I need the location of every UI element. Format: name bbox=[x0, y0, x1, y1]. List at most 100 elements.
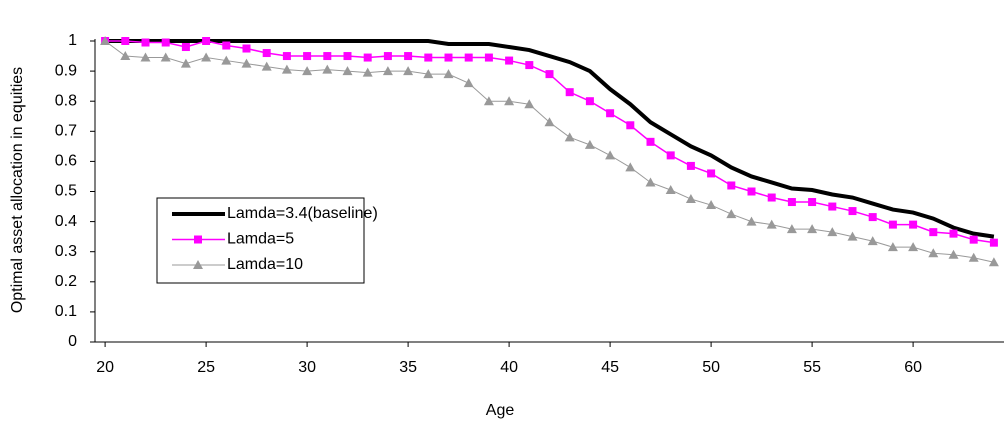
marker bbox=[988, 257, 999, 267]
marker bbox=[908, 242, 919, 252]
marker bbox=[928, 248, 939, 258]
x-tick-label: 55 bbox=[803, 359, 821, 376]
marker bbox=[767, 193, 776, 202]
marker bbox=[847, 231, 858, 241]
marker bbox=[181, 43, 190, 52]
marker bbox=[383, 52, 392, 61]
marker bbox=[645, 177, 656, 187]
marker bbox=[827, 227, 838, 237]
marker bbox=[403, 66, 414, 76]
marker bbox=[443, 69, 454, 79]
marker bbox=[140, 52, 151, 62]
marker bbox=[141, 38, 150, 47]
marker bbox=[504, 96, 515, 106]
marker bbox=[242, 44, 251, 53]
marker bbox=[222, 41, 231, 50]
marker bbox=[423, 69, 434, 79]
y-tick-label: 1 bbox=[68, 32, 77, 49]
marker bbox=[363, 53, 372, 62]
marker bbox=[867, 236, 878, 246]
legend-label: Lamda=5 bbox=[227, 231, 294, 248]
marker bbox=[505, 56, 514, 65]
marker bbox=[484, 53, 493, 62]
marker bbox=[969, 235, 978, 244]
marker bbox=[221, 55, 232, 65]
marker bbox=[202, 37, 211, 45]
marker bbox=[303, 52, 312, 61]
marker bbox=[194, 235, 202, 244]
marker bbox=[807, 224, 818, 234]
marker bbox=[787, 198, 796, 207]
marker bbox=[585, 97, 594, 106]
marker bbox=[323, 52, 332, 61]
marker bbox=[666, 151, 675, 160]
marker bbox=[948, 249, 959, 259]
marker bbox=[605, 150, 616, 160]
y-tick-label: 0 bbox=[68, 333, 77, 350]
marker bbox=[909, 220, 918, 229]
x-tick-label: 30 bbox=[298, 359, 316, 376]
marker bbox=[121, 37, 130, 45]
y-axis-label: Optimal asset allocation in equities bbox=[9, 67, 26, 313]
marker bbox=[524, 99, 535, 109]
marker bbox=[282, 52, 291, 61]
marker bbox=[120, 51, 131, 61]
marker bbox=[281, 64, 292, 74]
marker bbox=[463, 78, 474, 88]
marker bbox=[968, 252, 979, 262]
marker bbox=[193, 260, 203, 269]
marker bbox=[685, 194, 696, 204]
marker bbox=[544, 117, 555, 127]
legend-label: Lamda=3.4(baseline) bbox=[227, 205, 378, 222]
y-tick-label: 0.3 bbox=[55, 243, 77, 260]
marker bbox=[888, 220, 897, 229]
marker bbox=[342, 66, 353, 76]
marker bbox=[747, 187, 756, 196]
y-tick-label: 0.4 bbox=[55, 213, 77, 230]
y-tick-label: 0.1 bbox=[55, 303, 77, 320]
series-line bbox=[105, 39, 995, 239]
marker bbox=[727, 181, 736, 190]
marker bbox=[707, 169, 716, 178]
marker bbox=[848, 207, 857, 216]
marker bbox=[322, 64, 333, 74]
marker bbox=[362, 67, 373, 77]
legend-label: Lamda=10 bbox=[227, 256, 303, 273]
marker bbox=[483, 96, 494, 106]
marker bbox=[626, 121, 635, 130]
marker bbox=[887, 242, 898, 252]
marker bbox=[646, 137, 655, 146]
marker bbox=[565, 88, 574, 97]
marker bbox=[444, 53, 453, 62]
x-tick-label: 60 bbox=[904, 359, 922, 376]
marker bbox=[160, 52, 171, 62]
x-tick-label: 35 bbox=[399, 359, 417, 376]
marker bbox=[100, 36, 111, 45]
y-tick-label: 0.8 bbox=[55, 92, 77, 109]
marker bbox=[606, 109, 615, 118]
marker bbox=[564, 132, 575, 142]
marker bbox=[404, 52, 413, 61]
y-tick-label: 0.7 bbox=[55, 123, 77, 140]
marker bbox=[201, 52, 212, 62]
marker bbox=[625, 162, 636, 172]
marker bbox=[766, 219, 777, 229]
x-tick-label: 50 bbox=[702, 359, 720, 376]
marker bbox=[343, 52, 352, 61]
marker bbox=[828, 202, 837, 211]
marker bbox=[161, 38, 170, 47]
x-tick-label: 25 bbox=[197, 359, 215, 376]
marker bbox=[180, 58, 191, 68]
marker bbox=[464, 53, 473, 62]
x-axis-label: Age bbox=[486, 402, 515, 419]
marker bbox=[706, 200, 717, 210]
marker bbox=[424, 53, 433, 62]
marker bbox=[726, 209, 737, 219]
marker bbox=[584, 139, 595, 149]
y-tick-label: 0.5 bbox=[55, 183, 77, 200]
marker bbox=[262, 49, 271, 58]
y-tick-label: 0.6 bbox=[55, 153, 77, 170]
marker bbox=[929, 228, 938, 237]
y-tick-label: 0.2 bbox=[55, 273, 77, 290]
